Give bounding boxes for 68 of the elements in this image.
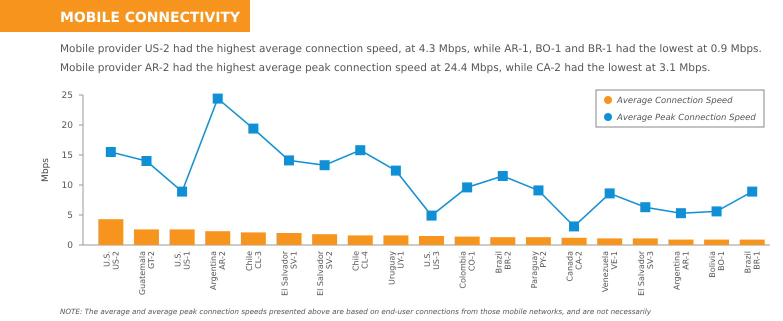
point [320,160,330,170]
point [212,94,223,104]
point [462,182,472,192]
bar [526,237,551,245]
bar [383,235,408,245]
point [533,185,544,196]
x-tick-label: U.S. US-3 [423,251,441,270]
bar [276,233,302,245]
x-tick-label: El Salvador SV-1 [280,250,298,296]
x-tick-label: Argentina AR-2 [209,250,228,290]
bar [98,219,124,245]
bar [490,237,516,245]
point [676,208,686,218]
x-tick-label: Bolivia BO-1 [708,250,726,278]
y-axis-title: Mbps [41,158,51,182]
point [426,210,436,221]
x-tick-label: Venezuela VE-1 [601,250,620,292]
x-tick-label: U.S. US-1 [174,251,192,270]
x-tick-label: Argentina AR-1 [672,250,690,290]
bar [704,240,730,245]
y-tick-label: 15 [62,151,73,162]
bar [562,238,586,245]
bar [454,236,480,245]
x-tick-label: U.S. US-2 [102,251,120,270]
y-tick-label: 20 [62,121,74,132]
chart-subtitle: Mobile provider US-2 had the highest average connection speed, at 4.3 Mbps, while AR-1, BO-1 and BR-1 had the lowest at 0.9 Mbps. Mobile provider AR-2 had the highest average peak connection speed at 24.4 Mbps, while CA-2 had the lowest at 3.1 Mbps. [60,43,762,74]
bar [134,229,159,245]
point [390,166,401,176]
point [640,202,650,212]
y-tick-label: 0 [67,241,74,252]
chart-title: MOBILE CONNECTIVITY [60,10,242,26]
x-tick-label: Brazil BR-2 [494,251,512,274]
bar [668,240,694,245]
x-tick-label: Chile CL-3 [244,250,263,272]
x-tick-label: El Salvador SV-3 [636,250,655,296]
bar [632,238,658,245]
point [747,186,758,197]
y-tick-label: 5 [67,211,73,222]
point [177,186,188,197]
point [712,206,722,216]
y-tick-label: 10 [62,181,74,192]
x-tick-label: Colombia CO-1 [458,250,477,289]
point [355,145,366,156]
x-tick-label: Chile CL-4 [352,250,370,272]
point [569,221,580,232]
bar [170,229,195,245]
bar [597,238,622,245]
point [106,147,116,157]
x-tick-label: Uruguay UY-1 [387,250,406,285]
x-tick-label: Guatemala GT-2 [138,250,156,296]
x-tick-label: El Salvador SV-2 [316,250,334,296]
point [141,156,152,166]
bar [419,236,444,245]
x-tick-label: Canada CA-2 [566,250,584,282]
point [248,124,258,134]
y-tick-label: 25 [62,91,73,102]
bar [348,235,373,245]
x-tick-label: Brazil BR-1 [744,251,762,274]
bar [312,234,338,245]
bar [205,231,230,245]
bar [740,240,765,245]
point [284,155,294,166]
point [498,171,508,181]
x-tick-label: Paraguay PY-2 [530,250,548,288]
bar [240,232,266,245]
legend-label: Average Peak Connection Speed [616,112,756,123]
legend-label: Average Connection Speed [616,96,734,106]
point [604,188,615,198]
